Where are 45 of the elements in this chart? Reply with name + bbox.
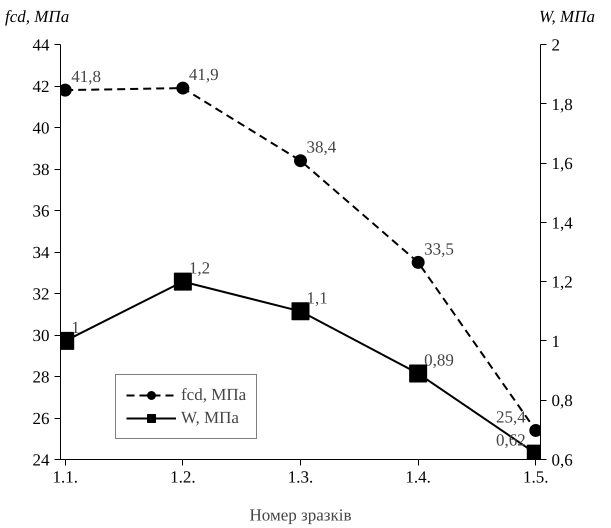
y2-tick-label: 1,4	[552, 213, 574, 232]
y-tick-label: 28	[32, 368, 50, 386]
point	[294, 154, 307, 168]
y2-tick-label: 0,8	[552, 391, 573, 410]
data-label: 33,5	[424, 239, 454, 258]
point	[529, 424, 540, 437]
point	[292, 302, 310, 320]
y-tick-label: 36	[32, 202, 50, 220]
data-label: 25,4	[496, 407, 526, 426]
y-tick-label: 40	[32, 118, 50, 138]
data-label: 41,9	[188, 65, 219, 84]
y2-tick-label: 1,2	[552, 272, 573, 292]
data-label: 38,4	[306, 138, 337, 157]
point	[176, 82, 190, 95]
y2-tick-label: 0,6	[552, 450, 573, 470]
x-tick-label: 1.2.	[170, 468, 196, 486]
x-tick-label: 1.1.	[52, 468, 78, 486]
y-tick-label: 30	[32, 326, 50, 345]
y2-tick-label: 1	[552, 332, 560, 351]
y-tick-label: 32	[32, 284, 50, 304]
x-axis-title: Номер зразків	[250, 506, 352, 524]
y2-tick-label: 1,6	[552, 154, 573, 174]
y2-tick-label: 1,8	[552, 94, 573, 114]
y-tick-label: 24	[32, 450, 50, 470]
y-tick-label: 26	[32, 409, 50, 428]
x-tick-label: 1.4.	[405, 468, 431, 486]
point	[174, 272, 192, 291]
y-tick-label: 42	[32, 77, 50, 96]
point	[412, 256, 425, 269]
x-tick-label: 1.3.	[288, 468, 314, 486]
y-tick-label: 44	[32, 36, 50, 54]
data-label: 1,2	[188, 258, 210, 278]
y2-tick-label: 2	[552, 36, 560, 54]
data-label: 1,1	[306, 288, 328, 308]
y-tick-label: 38	[32, 160, 50, 179]
y2-axis-title: W, МПа	[538, 6, 595, 28]
legend-label: fcd, МПа	[181, 385, 246, 405]
data-label: 1	[71, 318, 80, 337]
y-axis-title: fcd, МПа	[5, 6, 70, 28]
data-label: 0,89	[424, 350, 454, 370]
y-tick-label: 34	[32, 243, 50, 262]
point	[60, 84, 72, 97]
x-tick-label: 1.5.	[523, 468, 549, 486]
legend-label: W, МПа	[181, 408, 239, 428]
data-label: 41,8	[71, 67, 101, 86]
